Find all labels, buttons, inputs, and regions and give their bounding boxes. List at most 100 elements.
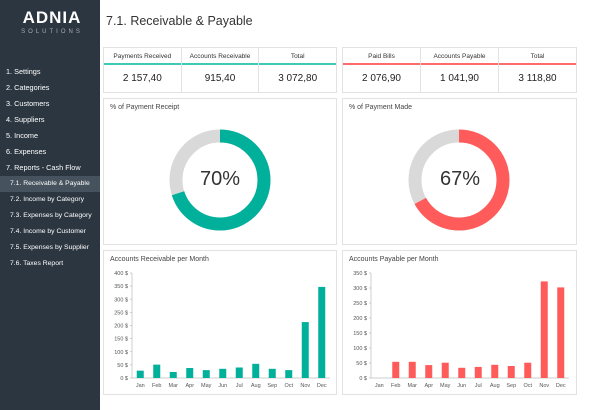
kpi-value: 915,40 xyxy=(204,73,236,84)
kpi-value: 3 072,80 xyxy=(278,73,318,84)
y-tick-label: 250 $ xyxy=(353,301,367,307)
bar-apr xyxy=(186,368,194,378)
x-tick-label: Oct xyxy=(284,383,293,389)
sidebar-item[interactable]: 6. Expenses xyxy=(6,147,47,156)
bar-jan xyxy=(136,370,144,378)
x-tick-label: Jun xyxy=(457,383,466,389)
x-tick-label: Aug xyxy=(490,383,500,389)
bar-apr xyxy=(425,365,433,378)
y-tick-label: 0 $ xyxy=(359,376,367,382)
kpi-total-receivable: Total 3 072,80 xyxy=(259,48,337,92)
bar-nov xyxy=(301,322,309,378)
x-tick-label: Apr xyxy=(185,383,194,389)
logo-sub: SOLUTIONS xyxy=(21,29,83,35)
bar-jun xyxy=(219,368,227,378)
x-tick-label: Feb xyxy=(391,383,400,389)
sidebar-item[interactable]: 4. Suppliers xyxy=(6,115,45,124)
bar-aug xyxy=(491,364,499,378)
y-tick-label: 100 $ xyxy=(353,346,367,352)
bar-dec xyxy=(557,287,565,378)
bar-aug xyxy=(252,363,260,378)
donut-value-arc xyxy=(169,129,271,231)
bar-may xyxy=(441,362,449,378)
kpi-payments-received: Payments Received 2 157,40 xyxy=(104,48,182,92)
made-donut-label: 67% xyxy=(439,168,481,190)
kpi-total-payable: Total 3 118,80 xyxy=(499,48,576,92)
x-tick-label: Sep xyxy=(267,383,277,389)
payable-bar-chart: 0 $ 50 $ 100 $ 150 $ 200 $ 250 $ 300 $ 350 $ Jan… xyxy=(353,271,569,389)
sidebar-item[interactable]: 3. Customers xyxy=(6,99,50,108)
page-title: 7.1. Receivable & Payable xyxy=(106,14,253,28)
x-tick-label: Jul xyxy=(475,383,482,389)
sidebar-item[interactable]: 7.3. Expenses by Category xyxy=(10,212,92,219)
payable-chart-title: Accounts Payable per Month xyxy=(349,256,439,263)
x-tick-label: May xyxy=(201,383,212,389)
sidebar-item[interactable]: 7.1. Receivable & Payable xyxy=(0,176,100,192)
made-donut-title: % of Payment Made xyxy=(349,104,413,111)
bar-oct xyxy=(524,362,532,378)
x-tick-label: Oct xyxy=(523,383,532,389)
bar-may xyxy=(202,370,210,378)
kpi-value: 2 076,90 xyxy=(362,73,401,84)
payable-bar-panel: Accounts Payable per Month 0 $ 50 $ 100 $ 1… xyxy=(342,250,577,395)
y-tick-label: 300 $ xyxy=(114,297,128,303)
y-tick-label: 250 $ xyxy=(114,310,128,316)
sidebar-item[interactable]: 2. Categories xyxy=(6,83,50,92)
sidebar: ADNIA SOLUTIONS 1. Settings 2. Categories… xyxy=(0,0,100,410)
x-tick-label: Sep xyxy=(506,383,516,389)
bar-jul xyxy=(474,366,482,378)
bar-sep xyxy=(507,366,515,378)
receipt-donut-title: % of Payment Receipt xyxy=(110,104,180,111)
sidebar-item[interactable]: 7. Reports - Cash Flow xyxy=(6,163,81,172)
kpi-accounts-payable: Accounts Payable 1 041,90 xyxy=(421,48,499,92)
logo: ADNIA SOLUTIONS xyxy=(12,8,92,35)
bar-sep xyxy=(268,368,276,378)
y-tick-label: 200 $ xyxy=(353,316,367,322)
y-tick-label: 50 $ xyxy=(356,361,367,367)
sidebar-item[interactable]: 7.4. Income by Customer xyxy=(10,228,86,235)
x-tick-label: Aug xyxy=(251,383,261,389)
x-tick-label: Apr xyxy=(424,383,433,389)
y-tick-label: 200 $ xyxy=(114,324,128,330)
x-tick-label: May xyxy=(440,383,451,389)
receipt-donut-label: 70% xyxy=(199,168,241,190)
sidebar-nav: 1. Settings 2. Categories 3. Customers 4. S… xyxy=(0,64,100,272)
bar-feb xyxy=(392,361,400,378)
kpi-label: Paid Bills xyxy=(343,48,420,65)
kpi-label: Accounts Payable xyxy=(421,48,498,65)
x-tick-label: Mar xyxy=(169,383,179,389)
sidebar-item[interactable]: 7.2. Income by Category xyxy=(10,196,85,203)
x-tick-label: Jan xyxy=(375,383,384,389)
x-tick-label: Nov xyxy=(300,383,310,389)
y-tick-label: 350 $ xyxy=(114,284,128,290)
x-tick-label: Jun xyxy=(218,383,227,389)
x-tick-label: Mar xyxy=(408,383,418,389)
payable-kpis: Paid Bills 2 076,90 Accounts Payable 1 041… xyxy=(342,47,577,93)
receivable-bar-chart: 0 $ 50 $ 100 $ 150 $ 200 $ 250 $ 300 $ 350 $ 400… xyxy=(114,271,330,389)
x-tick-label: Jan xyxy=(136,383,145,389)
sidebar-item[interactable]: 7.6. Taxes Report xyxy=(10,260,64,267)
made-donut-panel: % of Payment Made 67% xyxy=(342,98,577,245)
x-tick-label: Feb xyxy=(152,383,161,389)
y-tick-label: 0 $ xyxy=(120,376,128,382)
x-tick-label: Jul xyxy=(236,383,243,389)
made-donut-chart xyxy=(408,129,510,231)
sidebar-item[interactable]: 1. Settings xyxy=(6,67,41,76)
bar-feb xyxy=(153,364,161,378)
y-tick-label: 150 $ xyxy=(114,337,128,343)
receipt-donut-panel: % of Payment Receipt 70% xyxy=(103,98,337,245)
bar-nov xyxy=(540,281,548,378)
kpi-value: 1 041,90 xyxy=(440,73,479,84)
kpi-label: Accounts Receivable xyxy=(181,48,259,65)
donut-value-arc xyxy=(408,129,510,231)
receivable-bar-panel: Accounts Receivable per Month 0 $ 50 $ 100… xyxy=(103,250,337,395)
sidebar-item[interactable]: 5. Income xyxy=(6,131,39,140)
bar-mar xyxy=(408,361,416,378)
receivable-chart-title: Accounts Receivable per Month xyxy=(110,256,209,263)
receivable-kpis: Payments Received 2 157,40 Accounts Recei… xyxy=(103,47,337,93)
y-tick-label: 350 $ xyxy=(353,271,367,277)
x-tick-label: Dec xyxy=(317,383,327,389)
sidebar-item[interactable]: 7.5. Expenses by Supplier xyxy=(10,244,89,251)
bar-oct xyxy=(285,370,293,378)
y-tick-label: 100 $ xyxy=(114,350,128,356)
